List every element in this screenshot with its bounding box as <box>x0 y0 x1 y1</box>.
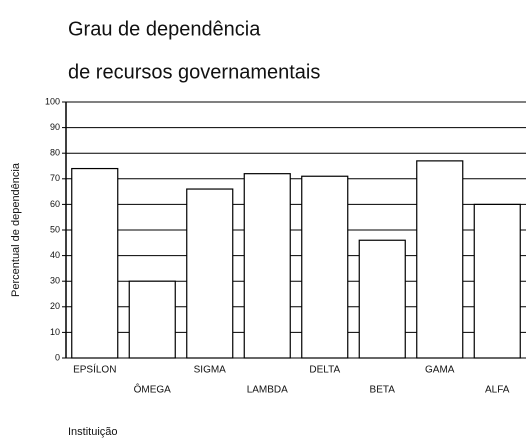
bar <box>186 188 234 359</box>
x-tick-label: DELTA <box>309 365 340 376</box>
x-tick-label: GAMA <box>425 365 455 376</box>
bar <box>301 175 349 359</box>
y-tick-label: 100 <box>45 96 60 106</box>
x-axis-label: Instituição <box>68 426 118 438</box>
y-axis-label: Percentual de dependência <box>10 162 22 297</box>
chart-subtitle: de recursos governamentais <box>68 61 320 83</box>
chart-title: Grau de dependência <box>68 18 261 40</box>
y-tick-label: 60 <box>50 199 60 209</box>
x-tick-label: EPSÍLON <box>73 363 116 376</box>
x-tick-label: BETA <box>370 385 396 396</box>
x-tick-label: LAMBDA <box>247 385 288 396</box>
bar <box>71 167 119 359</box>
x-tick-label: ÔMEGA <box>134 383 172 396</box>
bar <box>243 173 291 359</box>
y-tick-label: 50 <box>50 224 60 234</box>
y-tick-label: 30 <box>50 276 60 286</box>
y-tick-label: 90 <box>50 122 60 132</box>
y-tick-label: 40 <box>50 250 60 260</box>
bar <box>473 203 521 359</box>
bar <box>128 280 176 359</box>
y-tick-label: 0 <box>55 352 60 362</box>
x-tick-label: SIGMA <box>194 365 227 376</box>
x-tick-label: ALFA <box>485 385 510 396</box>
y-tick-label: 20 <box>50 301 60 311</box>
y-tick-label: 10 <box>50 327 60 337</box>
bar <box>416 160 464 359</box>
y-tick-label: 80 <box>50 148 60 158</box>
y-tick-label: 70 <box>50 173 60 183</box>
bar <box>358 239 406 359</box>
